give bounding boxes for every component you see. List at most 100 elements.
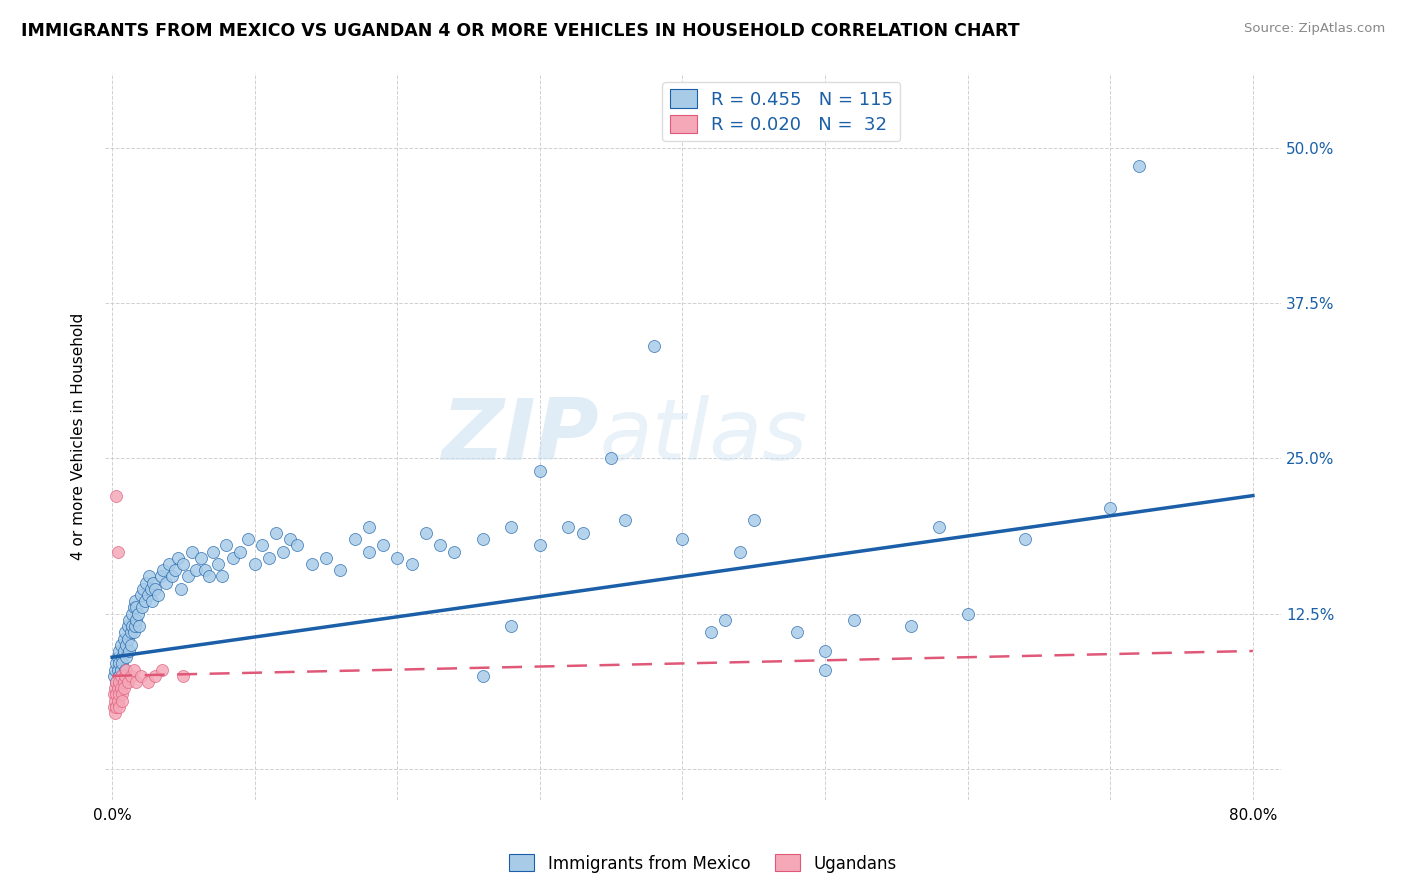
Point	[202, 544, 225, 558]
Point	[107, 663, 129, 677]
Point	[211, 569, 233, 583]
Point	[104, 706, 127, 720]
Point	[120, 638, 142, 652]
Point	[108, 688, 131, 702]
Point	[190, 550, 212, 565]
Point	[600, 451, 623, 466]
Point	[198, 569, 221, 583]
Point	[108, 675, 131, 690]
Point	[108, 644, 131, 658]
Point	[529, 464, 551, 478]
Point	[105, 675, 128, 690]
Point	[120, 625, 142, 640]
Point	[138, 569, 160, 583]
Point	[166, 550, 188, 565]
Point	[142, 575, 165, 590]
Point	[112, 632, 135, 646]
Point	[343, 532, 366, 546]
Point	[814, 644, 837, 658]
Point	[103, 669, 125, 683]
Point	[135, 575, 157, 590]
Point	[114, 625, 136, 640]
Point	[614, 513, 637, 527]
Point	[115, 638, 138, 652]
Point	[122, 663, 145, 677]
Point	[1099, 501, 1122, 516]
Point	[529, 538, 551, 552]
Point	[172, 557, 194, 571]
Point	[194, 563, 217, 577]
Point	[125, 600, 148, 615]
Point	[150, 663, 173, 677]
Point	[501, 519, 523, 533]
Point	[105, 688, 128, 702]
Point	[124, 619, 146, 633]
Point	[139, 582, 162, 596]
Point	[110, 669, 132, 683]
Text: IMMIGRANTS FROM MEXICO VS UGANDAN 4 OR MORE VEHICLES IN HOUSEHOLD CORRELATION CH: IMMIGRANTS FROM MEXICO VS UGANDAN 4 OR M…	[21, 22, 1019, 40]
Point	[181, 544, 204, 558]
Point	[229, 544, 252, 558]
Point	[357, 544, 380, 558]
Point	[236, 532, 259, 546]
Text: ZIP: ZIP	[441, 395, 599, 478]
Point	[169, 582, 191, 596]
Point	[371, 538, 394, 552]
Point	[112, 681, 135, 696]
Point	[301, 557, 323, 571]
Point	[429, 538, 451, 552]
Point	[163, 563, 186, 577]
Point	[136, 675, 159, 690]
Point	[115, 650, 138, 665]
Point	[471, 669, 494, 683]
Point	[104, 681, 127, 696]
Point	[125, 613, 148, 627]
Point	[103, 688, 125, 702]
Point	[287, 538, 309, 552]
Point	[110, 663, 132, 677]
Point	[264, 525, 287, 540]
Point	[117, 675, 139, 690]
Point	[152, 563, 174, 577]
Point	[111, 669, 134, 683]
Point	[928, 519, 950, 533]
Legend: R = 0.455   N = 115, R = 0.020   N =  32: R = 0.455 N = 115, R = 0.020 N = 32	[662, 82, 900, 142]
Point	[160, 569, 183, 583]
Point	[329, 563, 352, 577]
Point	[271, 544, 294, 558]
Point	[401, 557, 423, 571]
Point	[176, 569, 198, 583]
Point	[111, 688, 134, 702]
Point	[128, 619, 150, 633]
Point	[786, 625, 808, 640]
Point	[129, 669, 152, 683]
Point	[105, 489, 128, 503]
Point	[671, 532, 693, 546]
Point	[108, 669, 131, 683]
Point	[1128, 159, 1150, 173]
Point	[105, 657, 128, 671]
Point	[112, 675, 135, 690]
Point	[122, 600, 145, 615]
Point	[114, 669, 136, 683]
Point	[315, 550, 337, 565]
Point	[117, 632, 139, 646]
Point	[222, 550, 245, 565]
Point	[111, 657, 134, 671]
Point	[571, 525, 593, 540]
Point	[714, 613, 737, 627]
Point	[814, 663, 837, 677]
Point	[107, 694, 129, 708]
Point	[471, 532, 494, 546]
Point	[129, 588, 152, 602]
Point	[186, 563, 208, 577]
Point	[700, 625, 723, 640]
Point	[357, 519, 380, 533]
Text: atlas: atlas	[599, 395, 807, 478]
Point	[122, 625, 145, 640]
Point	[146, 588, 169, 602]
Point	[117, 619, 139, 633]
Text: Source: ZipAtlas.com: Source: ZipAtlas.com	[1244, 22, 1385, 36]
Point	[149, 569, 172, 583]
Point	[120, 669, 142, 683]
